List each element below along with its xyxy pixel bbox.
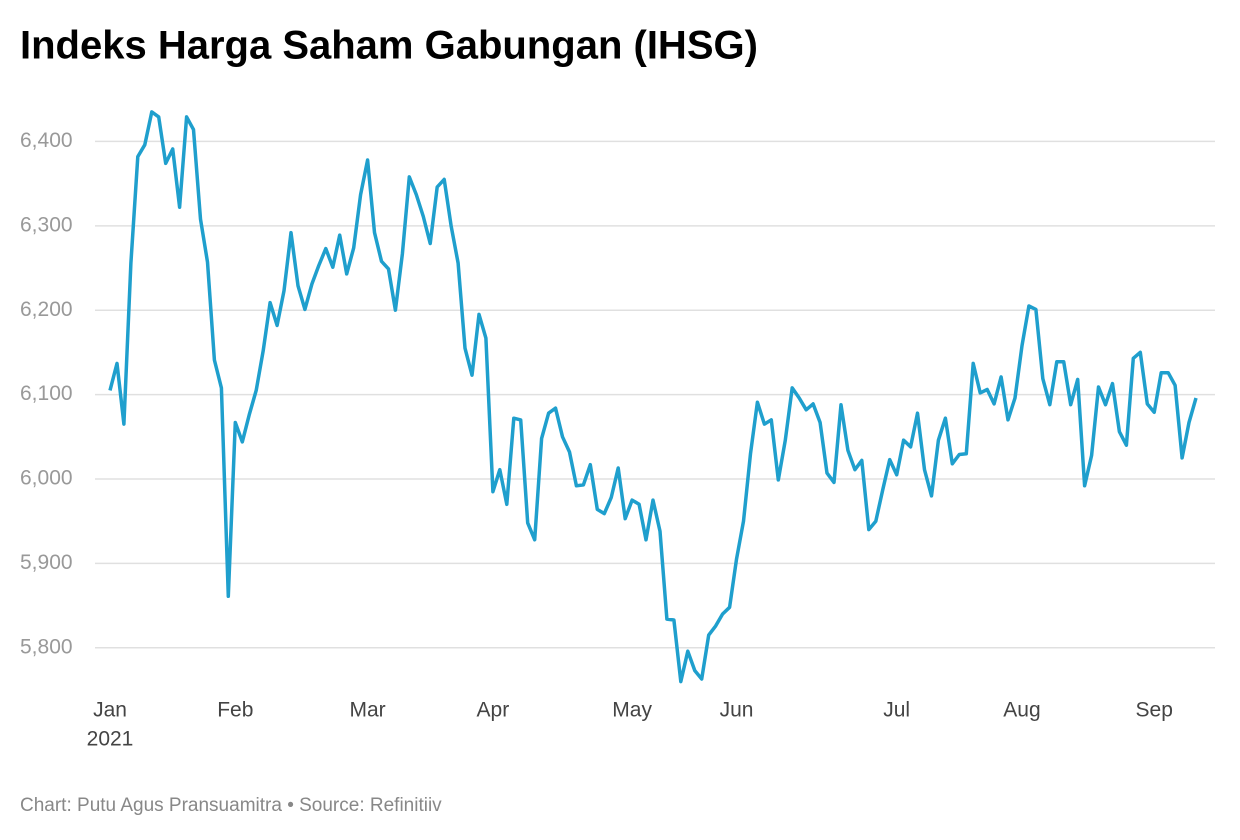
line xyxy=(108,110,1198,684)
x-tick-label: May xyxy=(612,699,652,722)
y-tick-label: 6,400 xyxy=(20,129,73,152)
y-tick-label: 6,300 xyxy=(20,213,73,236)
x-tick-label: Feb xyxy=(217,699,253,722)
x-sublabel: 2021 xyxy=(87,728,134,751)
y-tick-label: 6,200 xyxy=(20,298,73,321)
chart-footer: Chart: Putu Agus Pransuamitra • Source: … xyxy=(20,795,442,816)
x-tick-label: Jun xyxy=(720,699,754,722)
x-tick-label: Mar xyxy=(349,699,385,722)
y-tick-label: 5,900 xyxy=(20,551,73,574)
x-tick-label: Jul xyxy=(883,699,910,722)
y-tick-label: 6,000 xyxy=(20,467,73,490)
x-tick-label: Apr xyxy=(477,699,510,722)
chart-title: Indeks Harga Saham Gabungan (IHSG) xyxy=(20,24,758,68)
x-tick-label: Sep xyxy=(1136,699,1173,722)
y-tick-label: 5,800 xyxy=(20,635,73,658)
x-tick-label: Aug xyxy=(1003,699,1040,722)
y-tick-label: 6,100 xyxy=(20,382,73,405)
x-tick-label: Jan xyxy=(93,699,127,722)
